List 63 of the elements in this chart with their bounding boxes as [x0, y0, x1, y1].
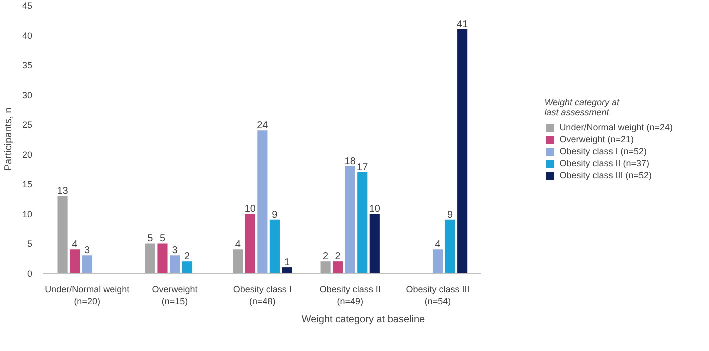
data-label: 10	[244, 204, 256, 215]
bar	[170, 256, 180, 274]
bar	[70, 250, 80, 274]
data-label: 5	[160, 234, 166, 245]
bar	[258, 130, 268, 274]
data-label: 2	[335, 252, 342, 263]
bar	[233, 250, 244, 274]
y-tick-label: 5	[27, 239, 33, 250]
bar	[320, 262, 331, 274]
x-tick-label: Under/Normal weight (n=20)	[45, 284, 130, 306]
data-label: 2	[184, 252, 190, 263]
legend-label: Under/Normal weight (n=24)	[560, 122, 673, 132]
x-axis-title: Weight category at baseline	[302, 314, 426, 326]
bar	[82, 256, 92, 274]
data-label: 18	[344, 156, 356, 168]
bar	[345, 166, 356, 274]
legend-label: Obesity class II (n=37)	[560, 158, 650, 168]
y-tick-label: 35	[22, 60, 33, 71]
bar	[182, 262, 192, 274]
bar	[358, 172, 368, 274]
bar	[282, 268, 292, 274]
bar	[333, 262, 344, 274]
legend-label: Obesity class I (n=52)	[560, 146, 647, 156]
y-tick-label: 45	[22, 1, 33, 11]
bar	[245, 214, 256, 274]
legend-label: Overweight (n=21)	[560, 134, 634, 144]
bar	[432, 250, 444, 274]
data-label: 9	[272, 210, 278, 221]
data-label: 4	[435, 240, 442, 251]
bar	[58, 196, 68, 274]
x-tick-label: Obesity class III (n=54)	[406, 284, 470, 306]
x-tick-label: Obesity class I (n=48)	[233, 284, 292, 306]
data-label: 5	[148, 234, 154, 245]
data-label: 4	[235, 240, 242, 251]
data-label: 2	[323, 252, 330, 263]
y-tick-label: 25	[22, 120, 33, 130]
legend-label: Obesity class III (n=52)	[560, 170, 652, 180]
data-label: 24	[257, 120, 269, 132]
y-tick-label: 0	[27, 269, 33, 279]
x-tick-label: Overweight (n=15)	[152, 284, 198, 306]
legend-title: Weight category at last assessment	[544, 98, 621, 118]
data-label: 10	[369, 204, 381, 215]
bar	[145, 244, 156, 274]
data-label: 9	[448, 210, 454, 221]
data-label: 3	[172, 246, 178, 257]
x-tick-label: Obesity class II (n=49)	[320, 284, 381, 306]
bar	[458, 29, 468, 274]
bar	[370, 214, 380, 274]
y-tick-label: 40	[22, 30, 33, 41]
bar	[270, 220, 280, 274]
data-label: 4	[72, 240, 78, 251]
y-tick-label: 30	[22, 90, 33, 100]
data-label: 1	[284, 258, 290, 269]
y-tick-label: 20	[22, 150, 33, 160]
data-label: 41	[457, 19, 469, 30]
data-label: 13	[57, 186, 69, 198]
data-label: 17	[357, 162, 369, 174]
y-tick-label: 15	[22, 180, 33, 190]
bar	[445, 220, 456, 274]
y-tick-label: 10	[22, 209, 33, 220]
data-label: 3	[84, 246, 91, 257]
y-axis-title: Participants, n	[3, 108, 14, 172]
bar	[158, 244, 168, 274]
